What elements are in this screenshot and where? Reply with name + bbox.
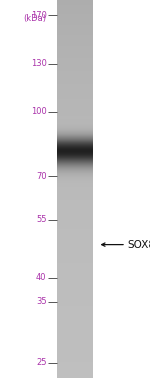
Text: SOX8: SOX8 <box>128 240 150 249</box>
Text: 25: 25 <box>36 358 46 367</box>
Text: 40: 40 <box>36 273 46 282</box>
Text: MW: MW <box>31 0 46 2</box>
Text: 130: 130 <box>31 59 46 68</box>
Text: 100: 100 <box>31 107 46 116</box>
Text: 55: 55 <box>36 215 46 225</box>
Text: 70: 70 <box>36 172 46 181</box>
Text: 170: 170 <box>31 11 46 20</box>
Text: 35: 35 <box>36 297 46 307</box>
Text: (kDa): (kDa) <box>24 14 46 23</box>
